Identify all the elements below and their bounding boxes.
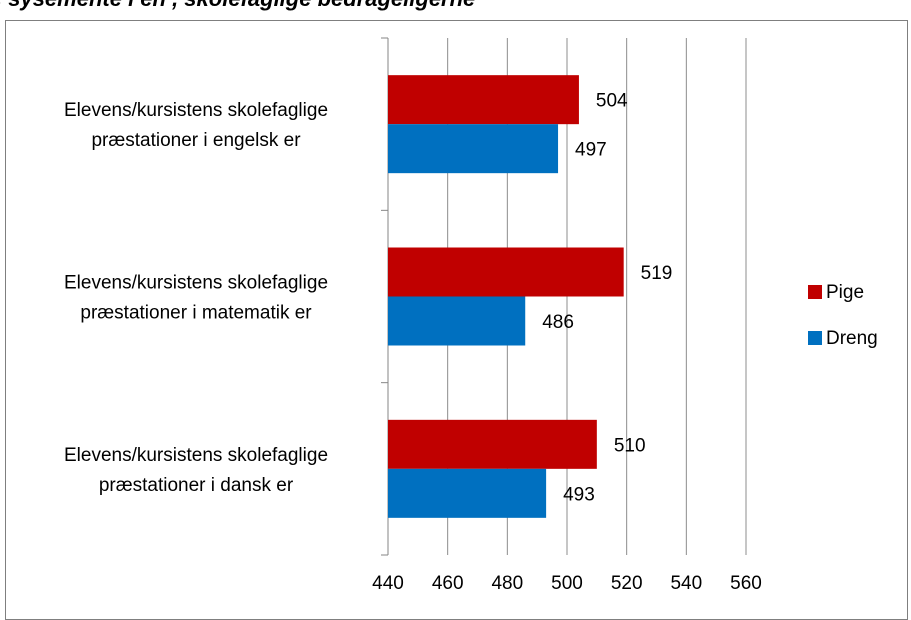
- legend-swatch: [808, 331, 822, 345]
- x-tick-label: 500: [551, 573, 583, 594]
- category-label: Elevens/kursistens skolefaglige: [64, 445, 328, 466]
- data-label: 510: [614, 435, 646, 456]
- data-label: 504: [596, 91, 628, 112]
- category-label: Elevens/kursistens skolefaglige: [64, 273, 328, 294]
- x-tick-label: 460: [432, 573, 464, 594]
- bar-pige: [388, 248, 624, 297]
- data-label: 519: [641, 263, 673, 284]
- category-label: Elevens/kursistens skolefaglige: [64, 100, 328, 121]
- bar-dreng: [388, 124, 558, 173]
- bar-pige: [388, 420, 597, 469]
- legend-swatch: [808, 285, 822, 299]
- category-label: præstationer i matematik er: [80, 303, 312, 324]
- legend-label: Pige: [826, 282, 864, 303]
- x-tick-label: 560: [730, 573, 762, 594]
- x-tick-label: 440: [372, 573, 404, 594]
- bar-dreng: [388, 297, 525, 346]
- data-label: 486: [542, 312, 574, 333]
- category-label: præstationer i dansk er: [99, 475, 294, 496]
- data-label: 493: [563, 484, 595, 505]
- bar-dreng: [388, 469, 546, 518]
- x-tick-label: 480: [491, 573, 523, 594]
- data-label: 497: [575, 140, 607, 161]
- legend-label: Dreng: [826, 328, 878, 349]
- bar-pige: [388, 75, 579, 124]
- x-tick-label: 520: [611, 573, 643, 594]
- category-label: præstationer i engelsk er: [91, 130, 301, 151]
- x-tick-label: 540: [670, 573, 702, 594]
